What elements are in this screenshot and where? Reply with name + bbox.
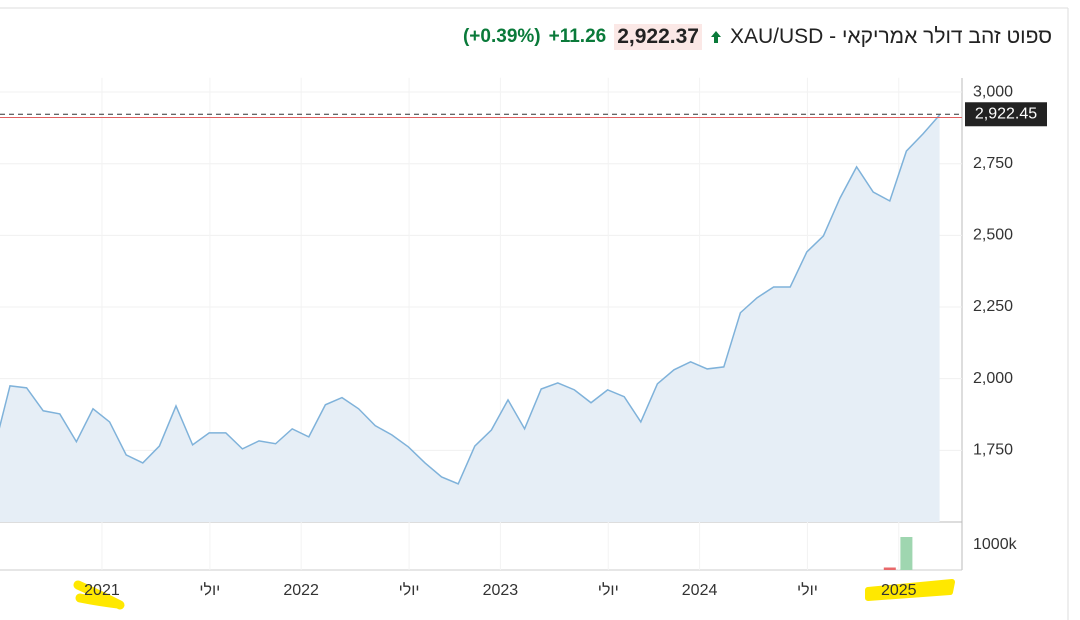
change: +11.26 — [548, 26, 607, 47]
up-arrow — [710, 31, 721, 43]
price: 2,922.37 — [614, 24, 702, 50]
y-tick-label: 2,000 — [973, 370, 1013, 387]
highlight — [865, 579, 955, 601]
x-tick-label: יולי — [797, 581, 818, 599]
x-tick-label: יולי — [598, 581, 619, 599]
x-tick-label: יולי — [199, 581, 220, 599]
y-tick-label: 2,500 — [973, 227, 1013, 244]
x-tick-label: 2025 — [881, 582, 917, 599]
line — [0, 114, 941, 485]
last-price-label: 2,922.45 — [975, 105, 1037, 122]
x-tick-label: 2024 — [682, 582, 718, 599]
x-tick-label: 2021 — [84, 582, 120, 599]
x-tick-label: יולי — [399, 581, 420, 599]
y-tick-label: 3,000 — [973, 83, 1013, 100]
area — [0, 114, 940, 522]
highlight — [73, 580, 125, 610]
volume-tick-label: 1000k — [973, 536, 1018, 553]
last-price-box — [965, 102, 1047, 127]
y-tick-label: 2,750 — [973, 155, 1013, 172]
header: (+0.39%) +11.26 2,922.37 XAU/USD - ספוט … — [463, 24, 1052, 50]
volume-bar — [883, 567, 896, 570]
plot: Investing.com — [0, 77, 962, 570]
y-tick-label: 2,250 — [973, 298, 1013, 315]
title: XAU/USD - ספוט זהב דולר אמריקאי — [729, 25, 1052, 48]
volume-bar — [900, 537, 913, 570]
change-pct: (+0.39%) — [462, 26, 541, 47]
y-tick-label: 1,750 — [973, 442, 1013, 459]
x-tick-label: 2022 — [283, 582, 319, 599]
x-tick-label: 2023 — [483, 582, 519, 599]
